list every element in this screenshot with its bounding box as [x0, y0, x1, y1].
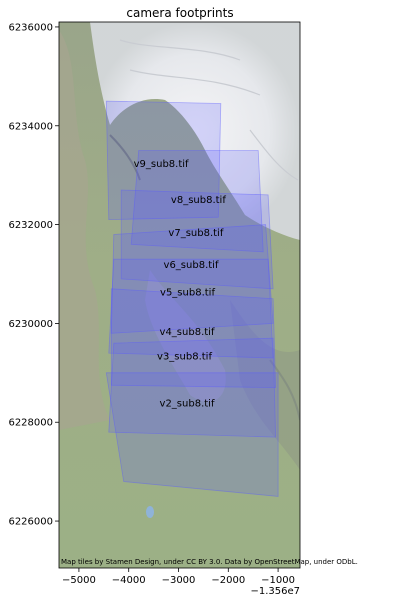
x-tick-label: −2000: [211, 575, 245, 586]
axes-frame: [58, 21, 301, 569]
footprint-layer: [105, 100, 279, 497]
footprint-label: v7_sub8.tif: [168, 228, 223, 239]
y-tick-label: 6234000: [8, 121, 53, 132]
footprint-polygon-6: [108, 337, 277, 438]
x-axis-ticks: −5000 −4000 −3000 −2000 −1000: [62, 568, 295, 586]
footprint-polygon-2: [120, 189, 274, 290]
footprint-polygon-7: [105, 372, 279, 497]
footprint-polygon-3: [110, 224, 274, 334]
x-tick-label: −4000: [112, 575, 146, 586]
footprint-label: v8_sub8.tif: [171, 195, 226, 206]
footprint-label: v2_sub8.tif: [160, 399, 215, 410]
footprint-polygon-5: [110, 288, 277, 389]
x-tick-label: −1000: [261, 575, 295, 586]
footprint-label-layer: v9_sub8.tif v8_sub8.tif v7_sub8.tif v6_sub8…: [134, 159, 227, 410]
x-axis-offset-label: −1.356e7: [250, 586, 300, 597]
footprint-polygon-1: [130, 150, 264, 253]
y-tick-label: 6226000: [8, 517, 53, 528]
footprint-label: v4_sub8.tif: [160, 327, 215, 338]
footprint-label: v9_sub8.tif: [134, 159, 189, 170]
y-tick-label: 6236000: [8, 22, 53, 33]
footprint-label: v3_sub8.tif: [157, 352, 212, 363]
y-tick-label: 6232000: [8, 220, 53, 231]
y-tick-label: 6230000: [8, 319, 53, 330]
footprint-polygon-0: [105, 100, 222, 221]
chart-title: camera footprints: [126, 6, 233, 20]
x-tick-label: −3000: [162, 575, 196, 586]
footprint-polygon-4: [108, 258, 274, 359]
map-attribution: Map tiles by Stamen Design, under CC BY …: [61, 558, 358, 566]
footprint-label: v5_sub8.tif: [160, 287, 215, 298]
basemap-tiles: [59, 22, 300, 568]
footprint-label: v6_sub8.tif: [164, 260, 219, 271]
y-axis-ticks: 6226000 6228000 6230000 6232000 6234000 62360…: [8, 22, 59, 528]
x-tick-label: −5000: [62, 575, 96, 586]
y-tick-label: 6228000: [8, 418, 53, 429]
